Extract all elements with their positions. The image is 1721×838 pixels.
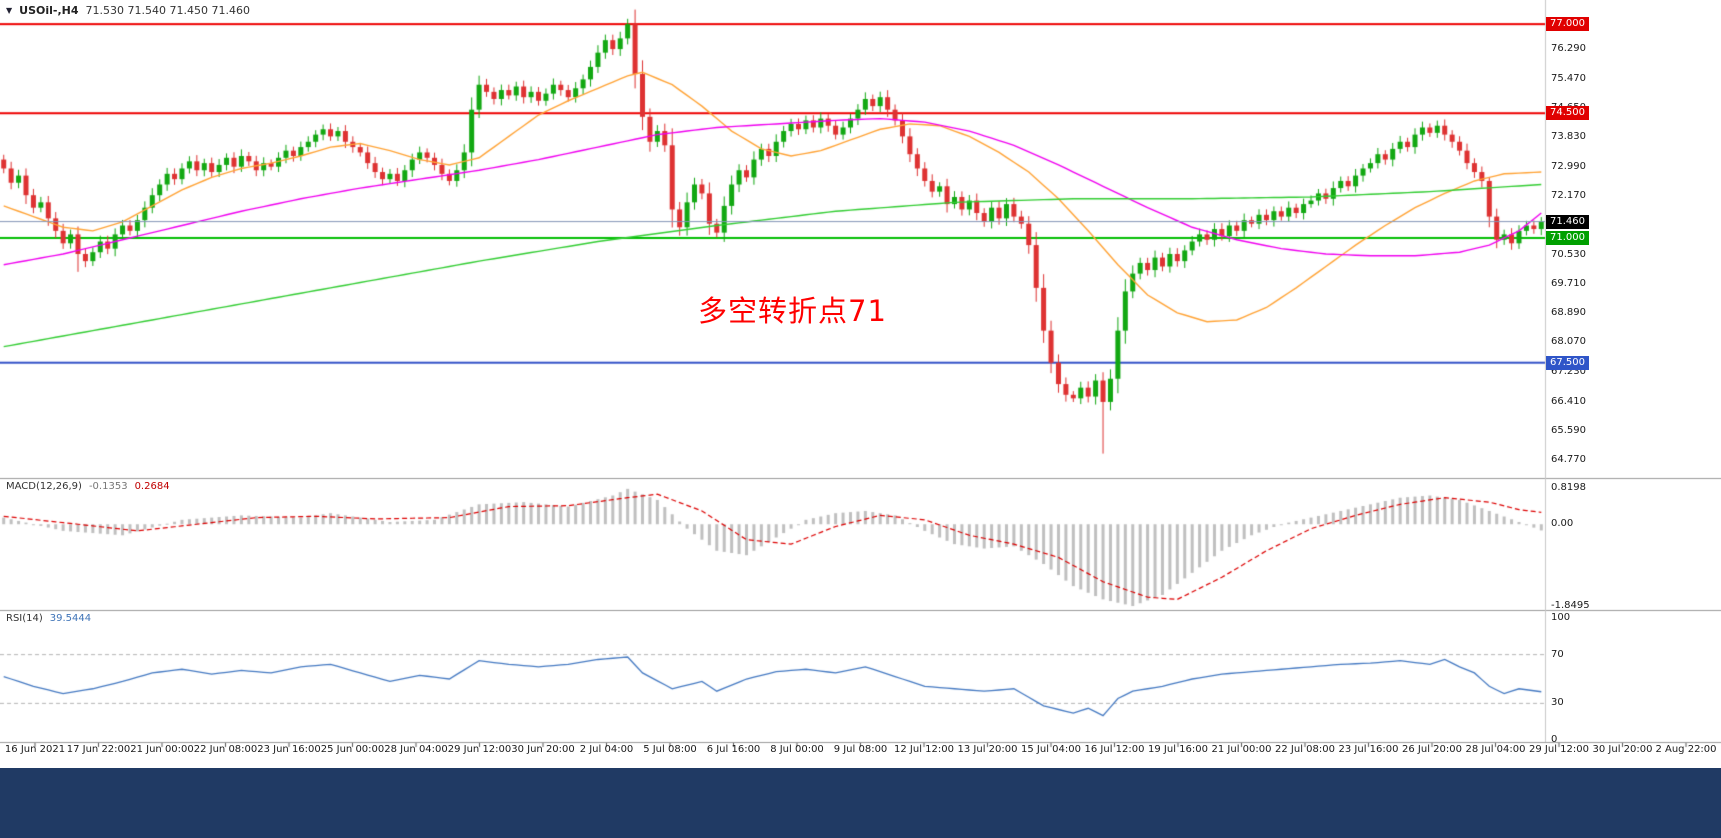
price-axis-tick: 68.890 [1551,307,1586,319]
bottom-bar [0,768,1721,838]
time-axis-label: 8 Jul 00:00 [770,744,824,755]
annotation-text: 多空转折点71 [698,294,887,328]
time-axis-label: 2 Aug 22:00 [1655,744,1717,755]
price-axis-tick: 75.470 [1551,72,1586,84]
time-axis-label: 22 Jun 08:00 [193,744,258,755]
rsi-name: RSI(14) [6,613,43,624]
time-axis-label: 29 Jul 12:00 [1529,744,1589,755]
chevron-down-icon[interactable]: ▼ [6,6,13,15]
rsi-axis-tick: 70 [1551,648,1564,660]
rsi-value: 39.5444 [49,613,92,624]
rsi-axis-tick: 0 [1551,734,1558,745]
price-axis-tick: 69.710 [1551,277,1586,289]
price-axis-tick: 70.530 [1551,248,1586,260]
price-axis-tick: 65.590 [1551,424,1586,436]
price-level-tag[interactable]: 74.500 [1546,106,1589,121]
time-axis-label: 29 Jun 12:00 [447,744,512,755]
price-chart-canvas[interactable] [0,0,1721,768]
time-axis-label: 5 Jul 08:00 [643,744,697,755]
time-axis-label: 30 Jul 20:00 [1592,744,1653,755]
price-level-tag[interactable]: 71.000 [1546,230,1589,245]
price-level-tag[interactable]: 67.500 [1546,355,1589,370]
price-axis-tick: 73.830 [1551,131,1586,143]
rsi-axis-tick: 30 [1551,697,1564,709]
macd-axis-tick: -1.8495 [1551,600,1590,611]
time-axis-label: 16 Jun 2021 [4,744,66,755]
time-axis-label: 23 Jul 16:00 [1338,744,1399,755]
time-axis-label: 28 Jun 04:00 [384,744,448,755]
current-price-tag: 71.460 [1546,214,1589,229]
time-axis-label: 26 Jul 20:00 [1402,744,1462,755]
macd-axis-tick: 0.00 [1551,518,1574,530]
macd-indicator-label: MACD(12,26,9) -0.1353 0.2684 [6,481,170,492]
time-axis-label: 13 Jul 20:00 [957,744,1018,755]
price-axis-tick: 64.770 [1551,454,1586,465]
price-axis-tick: 66.410 [1551,395,1586,407]
macd-name: MACD(12,26,9) [6,481,82,492]
rsi-axis-tick: 100 [1551,612,1571,623]
time-axis-label: 12 Jul 12:00 [894,744,954,755]
ohlc-values: 71.530 71.540 71.450 71.460 [85,4,250,17]
price-level-tag[interactable]: 77.000 [1546,17,1589,32]
time-axis-label: 25 Jun 00:00 [320,744,385,755]
symbol-timeframe-label: USOil-,H4 [19,4,79,17]
time-axis-label: 2 Jul 04:00 [579,744,634,755]
time-axis-label: 9 Jul 08:00 [833,744,888,755]
price-axis-tick: 76.290 [1551,43,1586,55]
time-axis-label: 19 Jul 16:00 [1148,744,1208,755]
time-axis-label: 15 Jul 04:00 [1021,744,1081,755]
price-axis-tick: 72.170 [1551,190,1586,202]
macd-main-value: -0.1353 [88,481,128,492]
rsi-indicator-label: RSI(14) 39.5444 [6,613,91,624]
time-axis-label: 28 Jul 04:00 [1465,744,1526,755]
price-axis-tick: 72.990 [1551,161,1586,173]
time-axis-label: 30 Jun 20:00 [511,744,575,755]
time-axis-label: 21 Jun 00:00 [130,744,194,755]
macd-signal-value: 0.2684 [134,481,170,492]
time-axis-label: 22 Jul 08:00 [1275,744,1335,755]
time-axis-label: 6 Jul 16:00 [706,744,761,755]
price-axis-tick: 67.230 [1551,366,1586,378]
chart-title-bar: ▼ USOil-,H4 71.530 71.540 71.450 71.460 [6,4,250,17]
time-axis-label: 21 Jul 00:00 [1211,744,1272,755]
time-axis-label: 16 Jul 12:00 [1084,744,1145,755]
macd-axis-tick: 0.8198 [1551,482,1586,493]
time-axis-label: 17 Jun 22:00 [66,744,131,755]
time-axis-label: 23 Jun 16:00 [257,744,321,755]
price-axis-tick: 68.070 [1551,336,1586,348]
